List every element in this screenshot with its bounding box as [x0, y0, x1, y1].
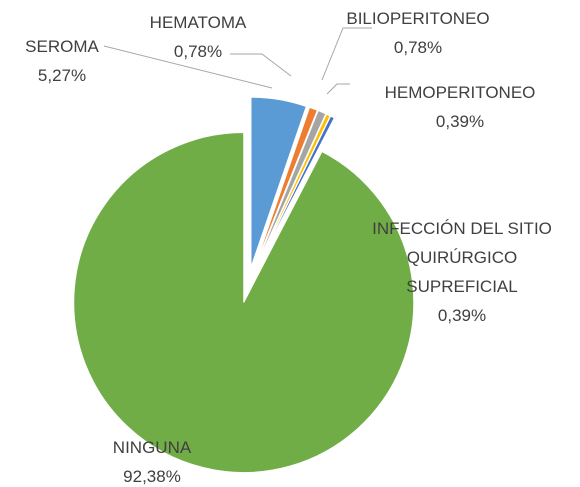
value-label: 0,78%	[393, 38, 443, 57]
data-label: BILIOPERITONEO 0,78%	[338, 4, 498, 62]
leader-line	[326, 83, 350, 95]
category-label: BILIOPERITONEO	[346, 9, 490, 28]
pie-slice	[254, 109, 327, 269]
pie-slice	[250, 96, 307, 268]
pie-slice	[253, 106, 319, 269]
data-label: NINGUNA 92,38%	[82, 433, 222, 487]
data-label: SEROMA 5,27%	[2, 32, 122, 90]
pie-slice	[255, 115, 335, 270]
category-label: NINGUNA	[112, 438, 192, 457]
leader-line	[230, 53, 292, 77]
category-label: SEROMA	[25, 37, 99, 56]
pie-slice	[73, 131, 415, 473]
data-label: INFECCIÓN DEL SITIO QUIRÚRGICO SUPREFICI…	[352, 214, 572, 330]
leader-line	[103, 45, 273, 89]
value-label: 0,39%	[435, 112, 485, 131]
data-label: HEMOPERITONEO 0,39%	[370, 78, 550, 136]
category-label: HEMOPERITONEO	[384, 83, 536, 102]
value-label: 92,38%	[123, 467, 181, 486]
value-label: 0,78%	[173, 42, 223, 61]
category-label: HEMATOMA	[149, 13, 247, 32]
category-label: INFECCIÓN DEL SITIO QUIRÚRGICO SUPREFICI…	[372, 219, 552, 296]
value-label: 0,39%	[437, 306, 487, 325]
leader-line	[321, 27, 372, 81]
data-label: HEMATOMA 0,78%	[128, 8, 268, 66]
value-label: 5,27%	[37, 66, 87, 85]
